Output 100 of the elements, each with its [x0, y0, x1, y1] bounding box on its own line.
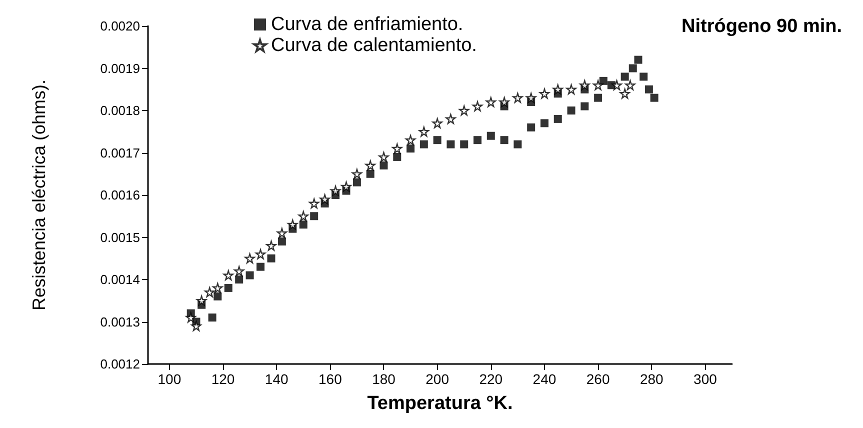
point — [330, 186, 341, 196]
point — [208, 314, 216, 322]
point — [365, 160, 376, 171]
point — [446, 140, 455, 148]
point — [186, 312, 196, 323]
y-tick-label: 0.0018 — [100, 103, 140, 118]
point — [310, 212, 318, 220]
point — [472, 101, 483, 112]
point — [255, 249, 266, 260]
x-tick-label: 220 — [479, 371, 503, 387]
point — [628, 64, 637, 72]
x-axis-title: Temperatura °K. — [367, 393, 513, 414]
point — [320, 194, 330, 204]
point — [554, 114, 562, 123]
point — [527, 123, 536, 132]
x-tick-label: 280 — [640, 371, 664, 387]
point — [432, 118, 442, 128]
point — [191, 320, 202, 332]
point — [460, 140, 468, 148]
point — [486, 96, 496, 108]
point — [640, 72, 648, 81]
y-tick-label: 0.0013 — [100, 314, 140, 330]
point — [474, 136, 482, 144]
point — [594, 94, 602, 102]
point — [288, 219, 298, 230]
point — [612, 80, 622, 90]
point — [512, 92, 523, 103]
point — [298, 211, 308, 222]
y-tick-label: 0.0012 — [100, 356, 140, 372]
point — [433, 136, 442, 144]
point — [418, 126, 430, 137]
point — [256, 262, 265, 271]
point — [580, 102, 589, 110]
point — [580, 80, 590, 90]
point — [196, 296, 207, 306]
point — [234, 266, 244, 276]
point — [566, 84, 576, 94]
y-tick-label: 0.0020 — [100, 18, 140, 34]
point — [352, 178, 361, 186]
x-tick-label: 100 — [158, 371, 182, 387]
point — [567, 106, 576, 114]
point — [499, 96, 510, 108]
point — [212, 282, 223, 294]
point — [486, 132, 495, 140]
point — [526, 92, 536, 103]
x-tick-label: 200 — [426, 371, 450, 387]
point — [223, 270, 234, 280]
point — [405, 134, 416, 146]
point — [266, 240, 276, 251]
point — [620, 88, 630, 99]
point — [644, 85, 653, 94]
x-tick-label: 300 — [694, 371, 718, 387]
y-tick-label: 0.0016 — [100, 188, 140, 202]
point — [308, 198, 320, 209]
point — [352, 168, 362, 179]
x-tick-label: 240 — [532, 371, 556, 387]
point — [446, 114, 456, 124]
point — [540, 119, 548, 128]
point — [244, 253, 255, 264]
point — [235, 276, 244, 284]
point — [393, 152, 402, 161]
y-tick-label: 0.0015 — [100, 230, 140, 245]
point — [552, 84, 563, 94]
legend-label: Curva de enfriamiento. — [271, 14, 464, 35]
point — [420, 140, 428, 148]
point — [267, 254, 276, 262]
x-tick-label: 160 — [318, 371, 342, 387]
point — [299, 220, 308, 229]
chart-title: Nitrógeno 90 min. — [682, 16, 842, 37]
legend-label: Curva de calentamiento. — [271, 35, 477, 56]
x-tick-label: 120 — [211, 371, 235, 387]
x-tick-label: 140 — [264, 371, 288, 387]
point — [592, 80, 604, 90]
x-tick-label: 260 — [586, 371, 610, 387]
point — [500, 136, 508, 144]
point — [246, 271, 254, 280]
point — [392, 143, 402, 154]
point — [380, 161, 388, 170]
point — [650, 94, 658, 102]
y-tick-label: 0.0017 — [100, 145, 140, 160]
point — [514, 140, 522, 148]
point — [634, 56, 642, 64]
point — [224, 284, 232, 292]
point — [278, 237, 286, 246]
y-axis-title: Resistencia eléctrica (ohms). — [29, 79, 49, 311]
point — [204, 287, 215, 298]
point — [341, 181, 352, 192]
point — [539, 88, 550, 99]
point — [366, 170, 374, 178]
x-tick-label: 180 — [372, 371, 396, 387]
point — [276, 228, 288, 238]
y-tick-label: 0.0019 — [100, 60, 140, 76]
point — [599, 76, 608, 85]
point — [459, 105, 470, 116]
point — [620, 72, 629, 81]
point — [625, 80, 636, 90]
y-tick-label: 0.0014 — [100, 272, 140, 287]
point — [214, 292, 222, 300]
point — [406, 144, 415, 153]
point — [378, 152, 389, 162]
